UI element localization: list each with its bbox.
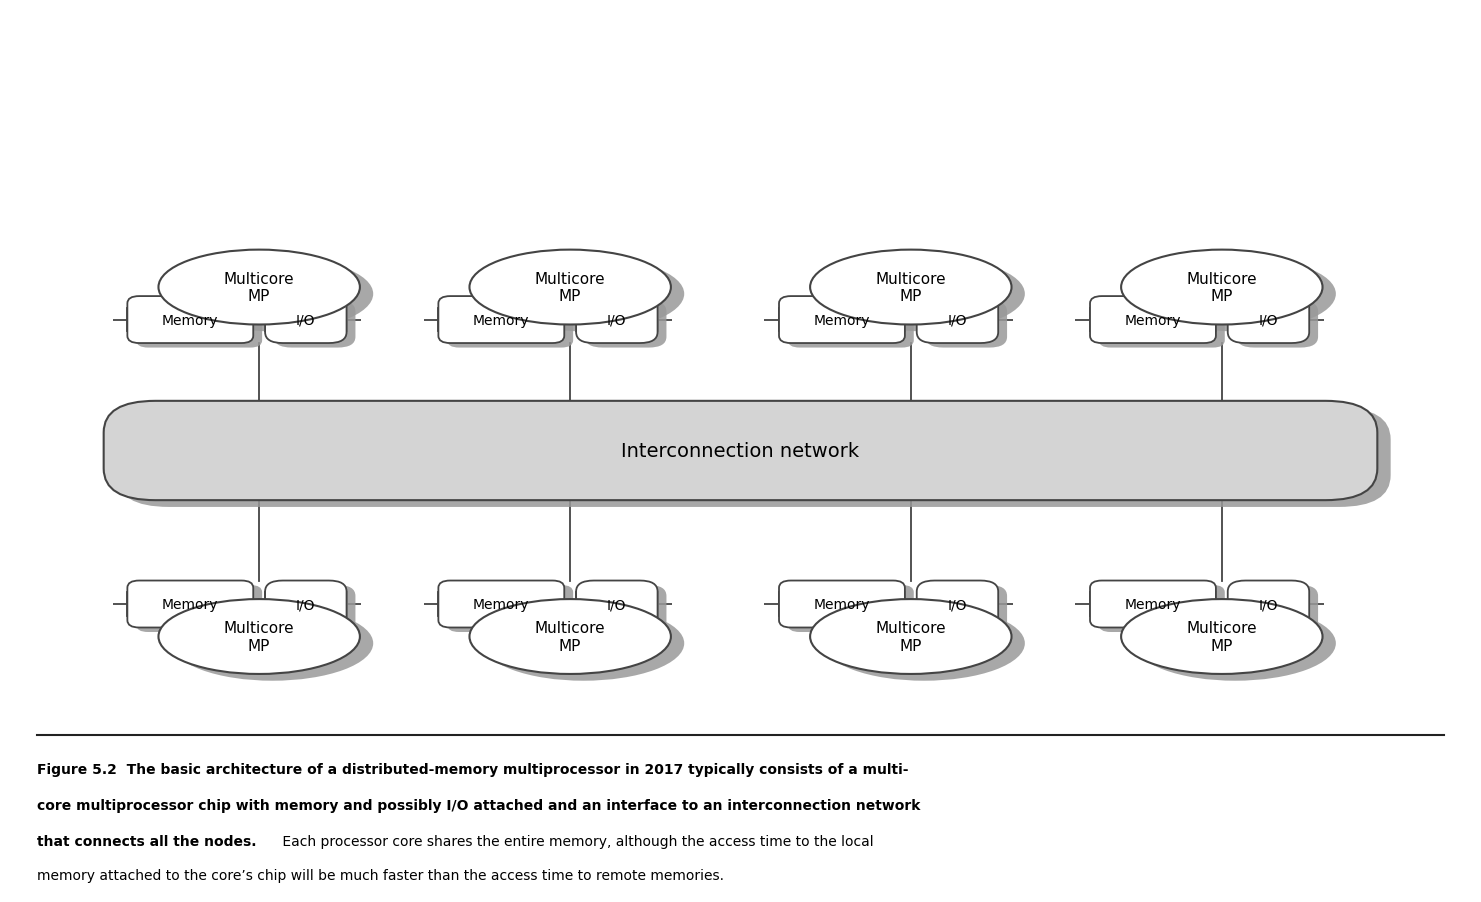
Text: Multicore
MP: Multicore MP [1186,272,1257,304]
FancyBboxPatch shape [127,581,253,628]
Text: Memory: Memory [472,597,530,612]
Text: I/O: I/O [607,313,626,327]
Text: Memory: Memory [1124,597,1182,612]
Text: I/O: I/O [948,597,967,612]
Text: Multicore
MP: Multicore MP [875,621,946,653]
Text: Multicore
MP: Multicore MP [224,621,295,653]
FancyBboxPatch shape [1099,585,1225,632]
FancyBboxPatch shape [265,297,347,344]
Ellipse shape [810,251,1012,325]
Text: Memory: Memory [813,313,871,327]
FancyBboxPatch shape [576,297,658,344]
FancyBboxPatch shape [1090,297,1216,344]
Text: I/O: I/O [948,313,967,327]
Text: I/O: I/O [296,597,315,612]
Text: Memory: Memory [813,597,871,612]
Ellipse shape [1121,600,1323,674]
Text: Each processor core shares the entire memory, although the access time to the lo: Each processor core shares the entire me… [277,834,874,849]
Ellipse shape [483,606,684,681]
Ellipse shape [823,257,1025,332]
FancyBboxPatch shape [926,301,1007,348]
Text: Multicore
MP: Multicore MP [1186,621,1257,653]
Text: Multicore
MP: Multicore MP [875,272,946,304]
FancyBboxPatch shape [585,301,666,348]
Ellipse shape [1134,257,1336,332]
Text: Memory: Memory [1124,313,1182,327]
FancyBboxPatch shape [576,581,658,628]
Text: Interconnection network: Interconnection network [622,441,859,461]
FancyBboxPatch shape [1237,585,1318,632]
FancyBboxPatch shape [438,581,564,628]
Text: that connects all the nodes.: that connects all the nodes. [37,834,256,849]
Text: I/O: I/O [1259,597,1278,612]
Text: memory attached to the core’s chip will be much faster than the access time to r: memory attached to the core’s chip will … [37,868,724,882]
FancyBboxPatch shape [926,585,1007,632]
FancyBboxPatch shape [447,585,573,632]
Text: I/O: I/O [296,313,315,327]
FancyBboxPatch shape [117,408,1391,507]
FancyBboxPatch shape [274,585,355,632]
Ellipse shape [1121,251,1323,325]
Ellipse shape [1134,606,1336,681]
FancyBboxPatch shape [127,297,253,344]
Text: I/O: I/O [607,597,626,612]
FancyBboxPatch shape [917,581,998,628]
Ellipse shape [823,606,1025,681]
FancyBboxPatch shape [104,401,1377,501]
Text: Memory: Memory [161,313,219,327]
Text: Multicore
MP: Multicore MP [224,272,295,304]
Text: Multicore
MP: Multicore MP [535,272,606,304]
FancyBboxPatch shape [585,585,666,632]
FancyBboxPatch shape [136,301,262,348]
FancyBboxPatch shape [136,585,262,632]
FancyBboxPatch shape [274,301,355,348]
Ellipse shape [810,600,1012,674]
Ellipse shape [172,606,373,681]
FancyBboxPatch shape [779,581,905,628]
Ellipse shape [158,251,360,325]
Text: Multicore
MP: Multicore MP [535,621,606,653]
FancyBboxPatch shape [1228,297,1309,344]
Ellipse shape [469,251,671,325]
FancyBboxPatch shape [438,297,564,344]
FancyBboxPatch shape [1090,581,1216,628]
FancyBboxPatch shape [779,297,905,344]
Text: Figure 5.2  The basic architecture of a distributed-memory multiprocessor in 201: Figure 5.2 The basic architecture of a d… [37,762,908,777]
FancyBboxPatch shape [917,297,998,344]
Text: core multiprocessor chip with memory and possibly I/O attached and an interface : core multiprocessor chip with memory and… [37,798,920,813]
FancyBboxPatch shape [447,301,573,348]
Ellipse shape [469,600,671,674]
Text: Memory: Memory [472,313,530,327]
Text: I/O: I/O [1259,313,1278,327]
Ellipse shape [158,600,360,674]
FancyBboxPatch shape [265,581,347,628]
FancyBboxPatch shape [1237,301,1318,348]
Text: Memory: Memory [161,597,219,612]
Ellipse shape [483,257,684,332]
Ellipse shape [172,257,373,332]
FancyBboxPatch shape [1228,581,1309,628]
FancyBboxPatch shape [788,301,914,348]
FancyBboxPatch shape [1099,301,1225,348]
FancyBboxPatch shape [788,585,914,632]
